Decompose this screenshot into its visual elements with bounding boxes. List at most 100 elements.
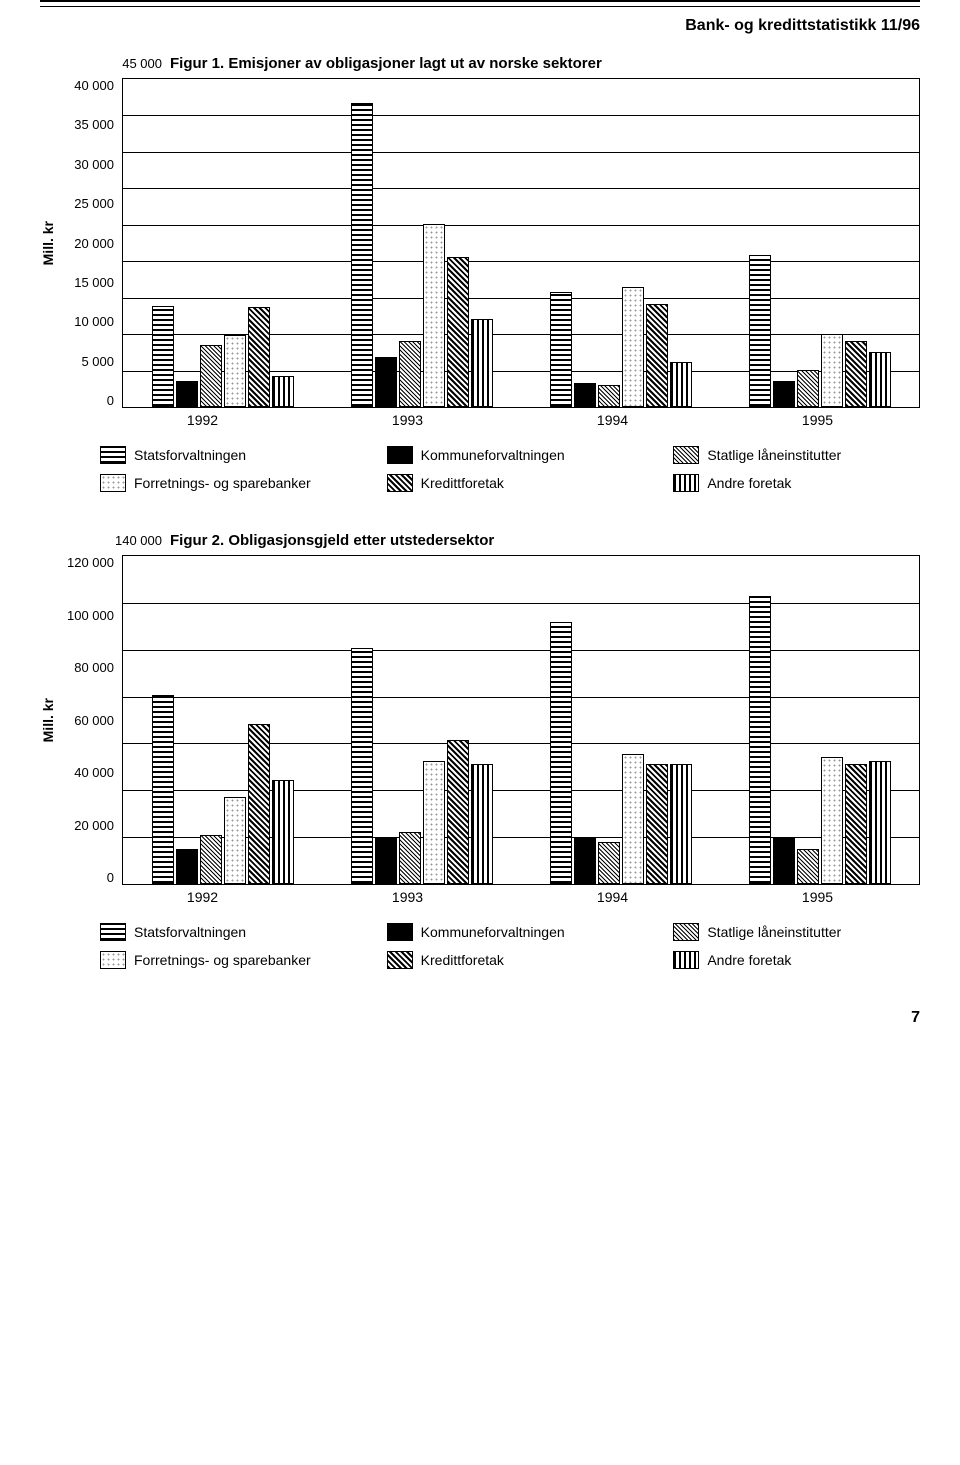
- x-tick-label: 1993: [305, 889, 510, 905]
- y-tick-label: 5 000: [81, 354, 114, 369]
- y-tick-label: 100 000: [67, 608, 114, 623]
- bar-statlaan: [200, 345, 222, 407]
- bar-kreditt: [248, 724, 270, 884]
- bar-komm: [773, 381, 795, 407]
- bar-stats: [749, 255, 771, 407]
- legend-item-kreditt: Kredittforetak: [387, 474, 634, 492]
- chart2-ytick-top: 140 000: [110, 533, 170, 548]
- bar-forr: [821, 757, 843, 884]
- legend-swatch: [387, 951, 413, 969]
- y-tick-label: 40 000: [74, 765, 114, 780]
- year-group: [123, 556, 322, 884]
- bars-container: [123, 556, 919, 884]
- legend-swatch: [387, 923, 413, 941]
- legend-item-andre: Andre foretak: [673, 951, 920, 969]
- legend-label: Andre foretak: [707, 475, 791, 491]
- legend-swatch: [673, 951, 699, 969]
- legend-swatch: [673, 446, 699, 464]
- legend-item-komm: Kommuneforvaltningen: [387, 923, 634, 941]
- y-tick-label: 10 000: [74, 314, 114, 329]
- bar-stats: [550, 622, 572, 884]
- bar-komm: [176, 381, 198, 407]
- bar-kreditt: [845, 764, 867, 884]
- bar-stats: [152, 695, 174, 884]
- y-tick-label: 40 000: [74, 78, 114, 93]
- legend-label: Andre foretak: [707, 952, 791, 968]
- legend-label: Forretnings- og sparebanker: [134, 952, 311, 968]
- bar-komm: [375, 357, 397, 407]
- bar-statlaan: [399, 341, 421, 407]
- bar-andre: [471, 764, 493, 884]
- chart1-title: Figur 1. Emisjoner av obligasjoner lagt …: [170, 55, 602, 72]
- bar-forr: [224, 797, 246, 884]
- legend-swatch: [100, 474, 126, 492]
- chart-1: 45 000 Figur 1. Emisjoner av obligasjone…: [40, 55, 920, 492]
- chart2-x-labels: 1992199319941995: [100, 889, 920, 905]
- bar-kreditt: [248, 307, 270, 407]
- chart2-y-axis-label: Mill. kr: [40, 698, 56, 742]
- bar-forr: [224, 335, 246, 407]
- y-tick-label: 60 000: [74, 713, 114, 728]
- year-group: [322, 556, 521, 884]
- y-tick-label: 30 000: [74, 157, 114, 172]
- bar-komm: [773, 837, 795, 884]
- chart1-y-axis-label: Mill. kr: [40, 221, 56, 265]
- legend-label: Statlige låneinstitutter: [707, 924, 841, 940]
- bar-kreditt: [447, 740, 469, 884]
- legend-label: Kommuneforvaltningen: [421, 447, 565, 463]
- legend-item-statlaan: Statlige låneinstitutter: [673, 923, 920, 941]
- chart2-legend: Statsforvaltningen Kommuneforvaltningen St…: [100, 923, 920, 969]
- chart1-x-labels: 1992199319941995: [100, 412, 920, 428]
- chart1-legend: Statsforvaltningen Kommuneforvaltningen St…: [100, 446, 920, 492]
- bar-forr: [423, 761, 445, 884]
- bar-andre: [272, 780, 294, 884]
- year-group: [322, 79, 521, 407]
- year-group: [720, 556, 919, 884]
- bar-statlaan: [399, 832, 421, 884]
- chart2-plot-area: [122, 555, 920, 885]
- legend-label: Kredittforetak: [421, 952, 504, 968]
- bar-andre: [272, 376, 294, 407]
- year-group: [521, 79, 720, 407]
- bar-andre: [869, 352, 891, 407]
- legend-label: Kredittforetak: [421, 475, 504, 491]
- legend-label: Forretnings- og sparebanker: [134, 475, 311, 491]
- legend-item-forr: Forretnings- og sparebanker: [100, 951, 347, 969]
- bar-kreditt: [845, 341, 867, 407]
- chart-2: 140 000 Figur 2. Obligasjonsgjeld etter …: [40, 532, 920, 969]
- chart1-y-axis: 40 00035 00030 00025 00020 00015 00010 0…: [62, 78, 122, 408]
- bar-komm: [574, 837, 596, 884]
- y-tick-label: 80 000: [74, 660, 114, 675]
- legend-item-andre: Andre foretak: [673, 474, 920, 492]
- bar-stats: [152, 306, 174, 407]
- bar-forr: [622, 287, 644, 407]
- year-group: [521, 556, 720, 884]
- bar-andre: [670, 764, 692, 884]
- y-tick-label: 25 000: [74, 196, 114, 211]
- x-tick-label: 1992: [100, 412, 305, 428]
- bar-komm: [574, 383, 596, 407]
- bar-forr: [821, 334, 843, 407]
- x-tick-label: 1995: [715, 889, 920, 905]
- y-tick-label: 20 000: [74, 818, 114, 833]
- bar-komm: [375, 837, 397, 884]
- x-tick-label: 1994: [510, 889, 715, 905]
- legend-item-stats: Statsforvaltningen: [100, 923, 347, 941]
- legend-swatch: [100, 951, 126, 969]
- year-group: [123, 79, 322, 407]
- legend-label: Statsforvaltningen: [134, 447, 246, 463]
- legend-item-komm: Kommuneforvaltningen: [387, 446, 634, 464]
- chart1-plot-area: [122, 78, 920, 408]
- legend-label: Statsforvaltningen: [134, 924, 246, 940]
- legend-label: Statlige låneinstitutter: [707, 447, 841, 463]
- bar-forr: [423, 224, 445, 407]
- legend-swatch: [100, 446, 126, 464]
- bar-statlaan: [598, 385, 620, 407]
- y-tick-label: 15 000: [74, 275, 114, 290]
- legend-swatch: [387, 474, 413, 492]
- bar-statlaan: [598, 842, 620, 884]
- x-tick-label: 1993: [305, 412, 510, 428]
- legend-item-statlaan: Statlige låneinstitutter: [673, 446, 920, 464]
- page-number: 7: [40, 1009, 920, 1027]
- y-tick-label: 120 000: [67, 555, 114, 570]
